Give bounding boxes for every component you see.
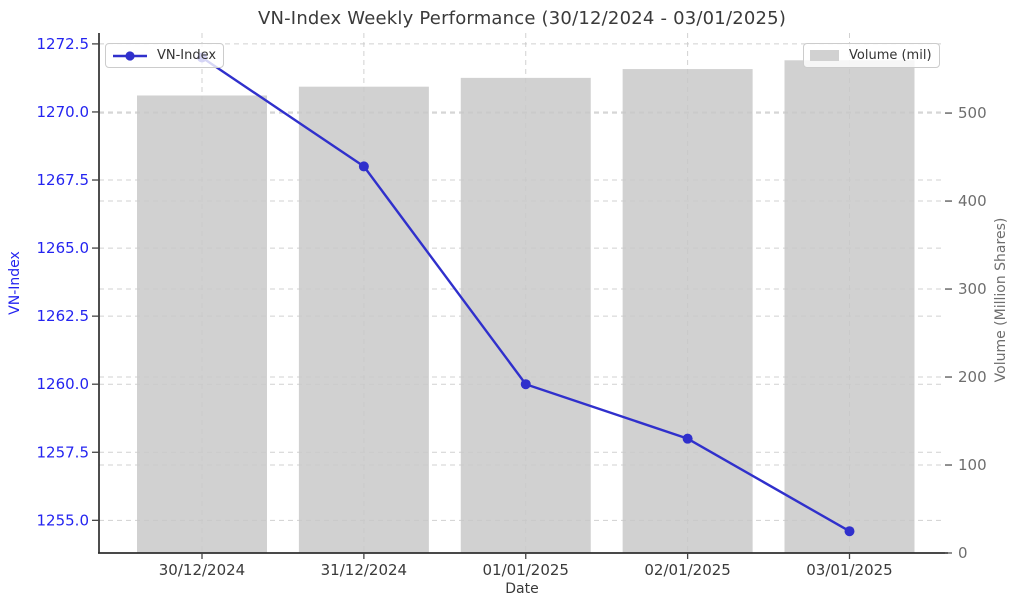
y-axis-label-right: Volume (Million Shares) (993, 217, 1009, 383)
y-tick-label-right: 0 (958, 544, 968, 562)
legend-vnindex-label: VN-Index (157, 48, 217, 63)
y-tick-label-left: 1270.0 (37, 103, 90, 121)
legend-volume-label: Volume (mil) (849, 48, 932, 63)
legend-bar-swatch-icon (810, 50, 839, 61)
y-tick-label-left: 1262.5 (37, 307, 90, 325)
y-tick-label-right: 400 (958, 192, 987, 210)
x-tick-label: 31/12/2024 (321, 561, 407, 579)
volume-bar (622, 69, 753, 553)
y-tick-label-right: 200 (958, 368, 987, 386)
legend-volume: Volume (mil) (803, 43, 940, 68)
vnindex-data-point (682, 433, 693, 444)
x-tick-label: 03/01/2025 (806, 561, 892, 579)
y-axis-label-left: VN-Index (7, 251, 23, 315)
legend-line-marker-icon (113, 50, 147, 61)
y-tick-label-left: 1260.0 (37, 375, 90, 393)
y-tick-label-left: 1257.5 (37, 443, 90, 461)
x-tick-label: 01/01/2025 (483, 561, 569, 579)
y-tick-label-right: 500 (958, 104, 987, 122)
y-tick-label-left: 1272.5 (37, 35, 90, 53)
y-tick-label-right: 100 (958, 456, 987, 474)
x-axis-label: Date (505, 581, 539, 597)
y-tick-label-left: 1265.0 (37, 239, 90, 257)
vnindex-data-point (358, 161, 369, 172)
y-tick-label-right: 300 (958, 280, 987, 298)
legend-vnindex: VN-Index (105, 43, 225, 68)
x-tick-label: 02/01/2025 (644, 561, 730, 579)
x-tick-label: 30/12/2024 (159, 561, 245, 579)
chart-title: VN-Index Weekly Performance (30/12/2024 … (257, 8, 787, 29)
vnindex-data-point (844, 526, 855, 537)
vnindex-data-point (520, 379, 531, 390)
y-tick-label-left: 1267.5 (37, 171, 90, 189)
y-tick-label-left: 1255.0 (37, 511, 90, 529)
